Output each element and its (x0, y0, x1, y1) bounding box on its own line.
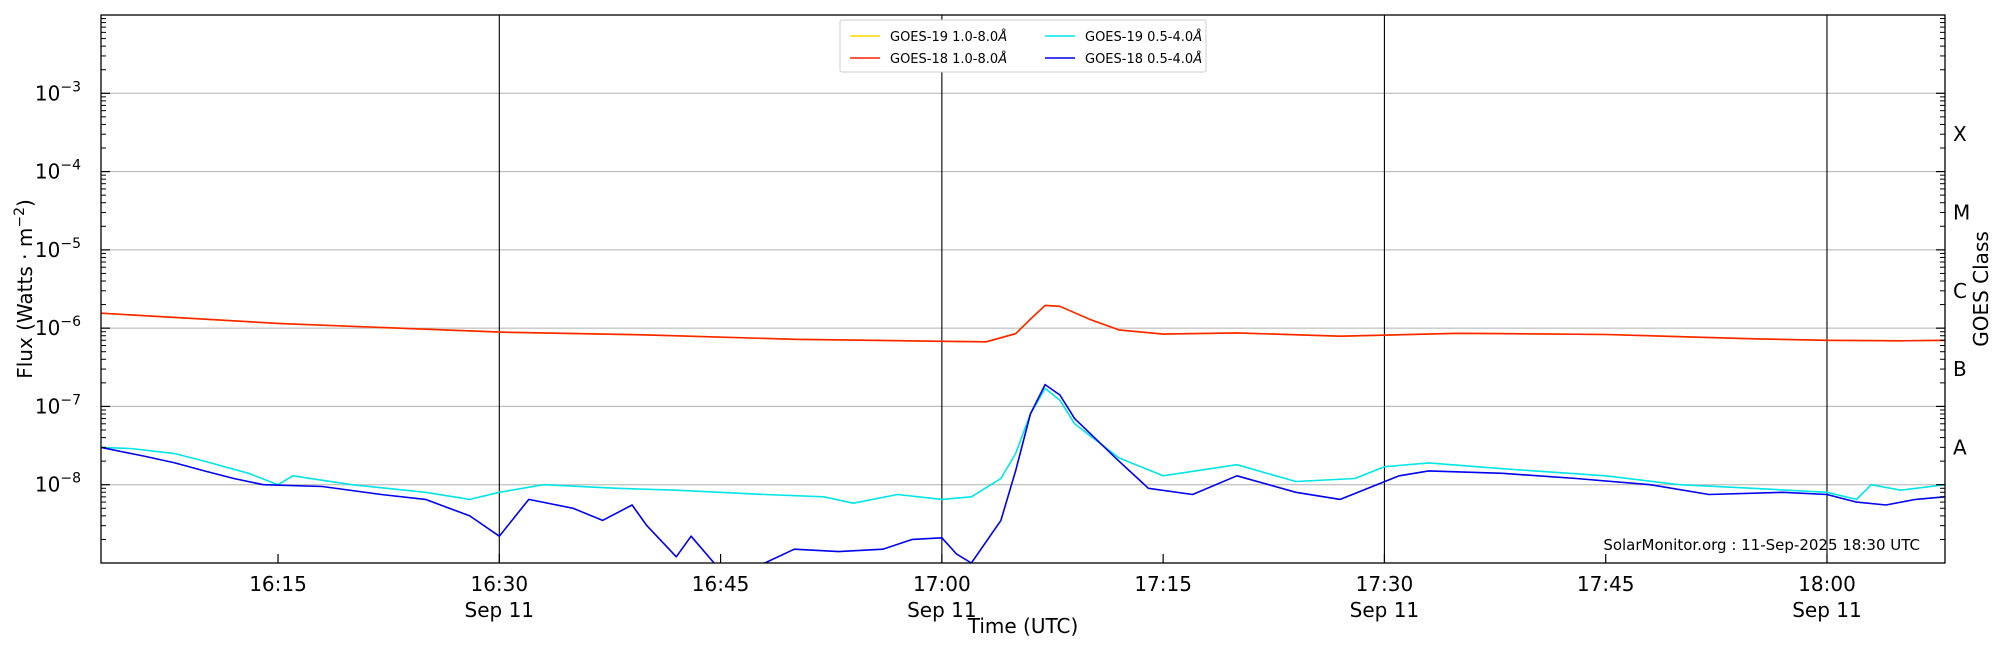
legend-entry-label: GOES-18 0.5-4.0Å (1085, 51, 1202, 67)
legend-entry-label: GOES-19 1.0-8.0Å (890, 29, 1007, 45)
x-tick-label: 16:15 (249, 572, 307, 596)
svg-text:Flux (Watts · m−2): Flux (Watts · m−2) (12, 199, 37, 379)
x-tick-date-label: Sep 11 (1792, 598, 1862, 622)
goes-class-label: M (1953, 201, 1970, 225)
y-tick-label: 10−6 (35, 314, 81, 340)
y-tick-label: 10−7 (35, 392, 81, 418)
legend-box (839, 19, 1207, 73)
goes-class-axis-label: GOES Class (1969, 231, 1993, 347)
grid-lines (101, 92, 1945, 486)
x-tick-label: 17:45 (1577, 572, 1635, 596)
x-tick-date-label: Sep 11 (1350, 598, 1420, 622)
series-line-4 (101, 383, 1945, 563)
legend: GOES-19 1.0-8.0Å GOES-18 1.0-8.0Å GOES-19 … (839, 19, 1207, 73)
x-tick-date-label: Sep 11 (465, 598, 535, 622)
series-line-2 (101, 304, 1945, 343)
y-axis-label: Flux (Watts · m−2) (12, 199, 37, 379)
x-tick-date-label: Sep 11 (907, 598, 977, 622)
y-tick-label: 10−3 (35, 79, 81, 105)
legend-entry-label: GOES-19 0.5-4.0Å (1085, 29, 1202, 45)
legend-entry-label: GOES-18 1.0-8.0Å (890, 51, 1007, 67)
goes-class-label: X (1953, 122, 1967, 146)
x-tick-label: 16:45 (692, 572, 750, 596)
x-axis-label: Time (UTC) (967, 614, 1079, 638)
plot-frame (100, 14, 1946, 564)
goes-class-label: C (1953, 279, 1967, 303)
goes-class-label: B (1953, 357, 1967, 381)
y-tick-label: 10−8 (35, 471, 81, 497)
x-tick-label: 17:15 (1134, 572, 1192, 596)
x-tick-label: 17:00 (913, 572, 971, 596)
y-tick-label: 10−5 (35, 236, 81, 262)
series-line-3 (101, 387, 1945, 505)
credit-text: SolarMonitor.org : 11-Sep-2025 18:30 UTC (1603, 536, 1920, 554)
goes-class-label: A (1953, 435, 1967, 459)
x-tick-label: 16:30 (470, 572, 528, 596)
x-tick-label: 17:30 (1356, 572, 1414, 596)
series-lines (101, 304, 1945, 563)
y-tick-label: 10−4 (35, 158, 81, 184)
day-marker-lines (498, 15, 1828, 563)
x-tick-label: 18:00 (1798, 572, 1856, 596)
